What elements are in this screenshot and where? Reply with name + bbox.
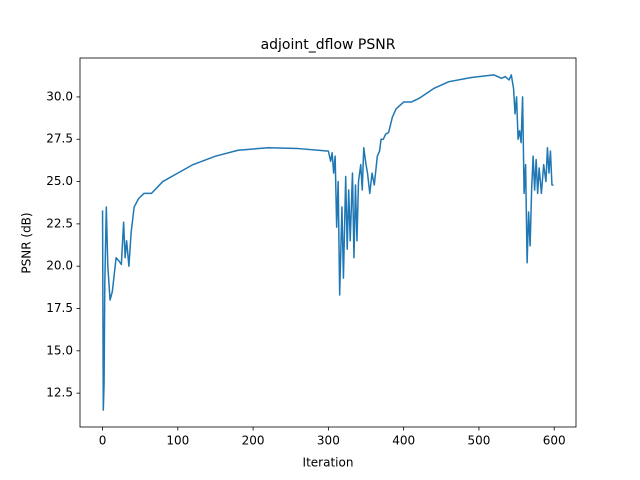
y-tick-label: 27.5 (46, 132, 73, 146)
x-tick-label: 100 (166, 434, 189, 448)
y-tick-label: 30.0 (46, 89, 73, 103)
x-tick-label: 600 (543, 434, 566, 448)
x-tick-label: 400 (392, 434, 415, 448)
y-tick-label: 20.0 (46, 259, 73, 273)
y-tick-label: 22.5 (46, 216, 73, 230)
x-tick-label: 300 (317, 434, 340, 448)
x-axis-label: Iteration (303, 456, 354, 470)
x-tick-label: 500 (467, 434, 490, 448)
data-line (101, 74, 554, 411)
x-tick-label: 200 (242, 434, 265, 448)
x-tick-label: 0 (99, 434, 107, 448)
y-tick-label: 12.5 (46, 386, 73, 400)
y-axis-label: PSNR (dB) (20, 212, 34, 273)
plot-frame (79, 57, 577, 428)
y-tick-label: 25.0 (46, 174, 73, 188)
y-tick-label: 15.0 (46, 343, 73, 357)
chart-title: adjoint_dflow PSNR (261, 37, 396, 53)
y-tick-label: 17.5 (46, 301, 73, 315)
